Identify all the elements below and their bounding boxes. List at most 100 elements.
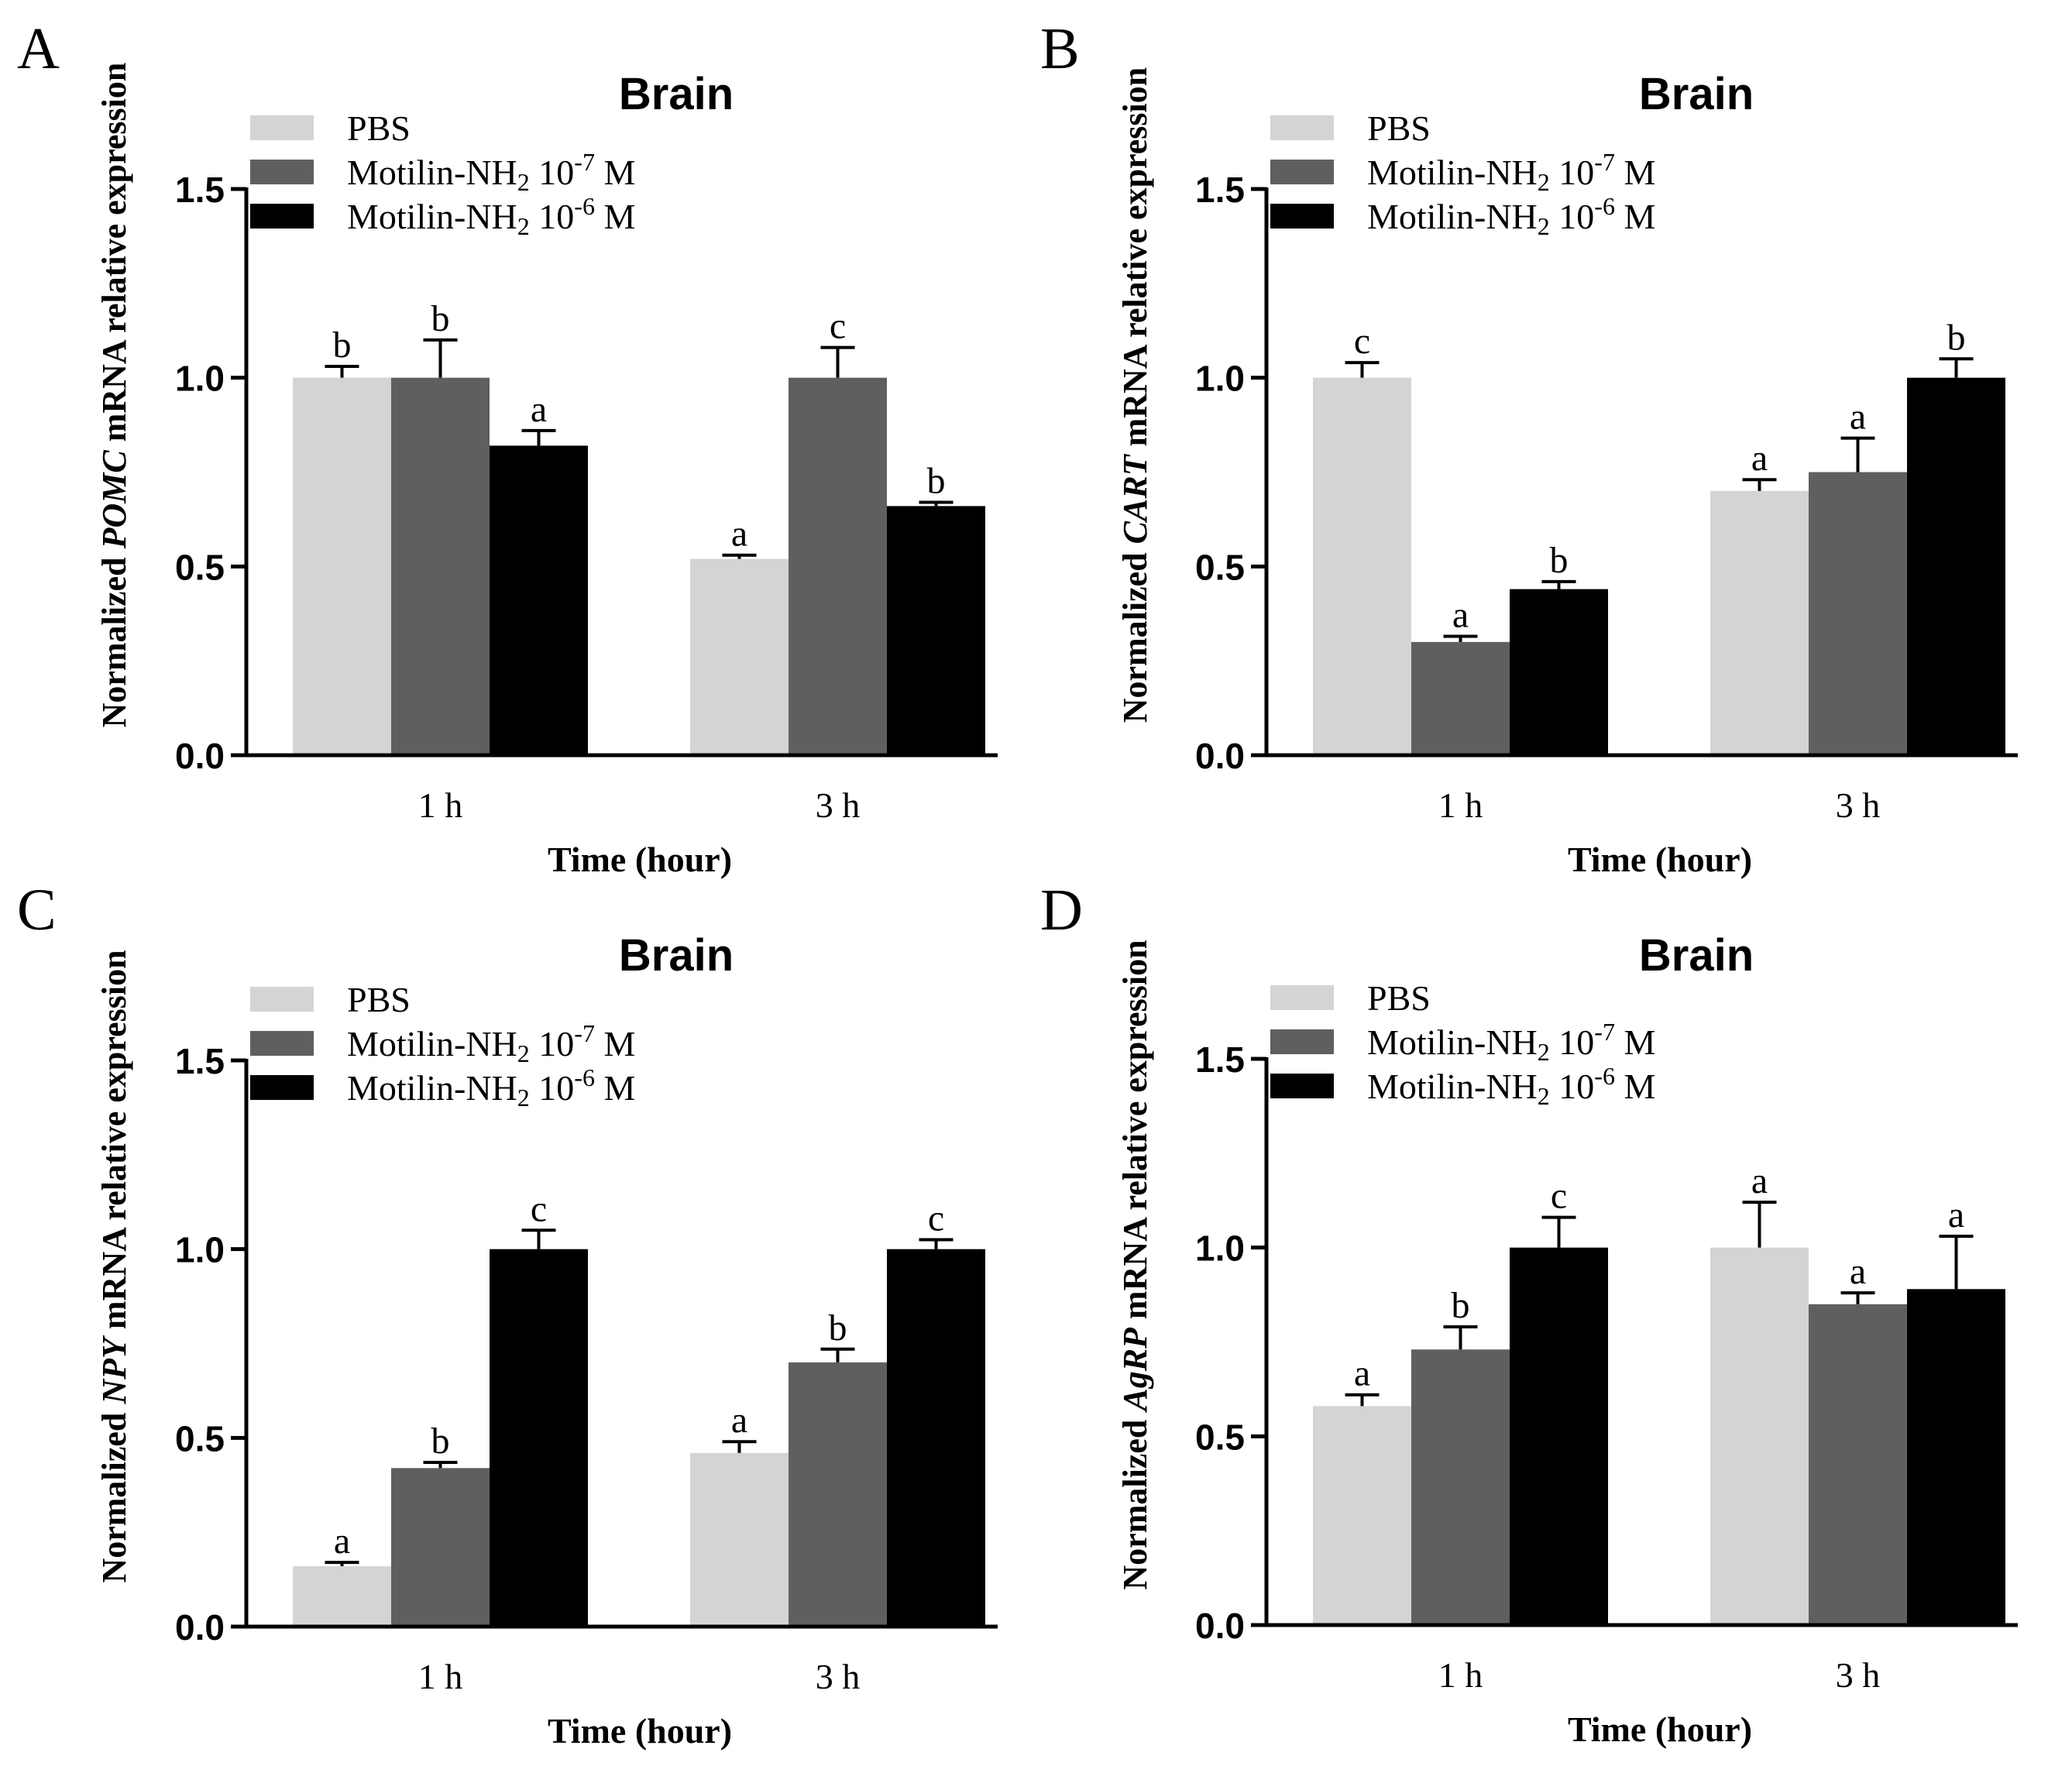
y-tick-label: 1.5 bbox=[175, 170, 225, 210]
significance-letter: c bbox=[531, 1188, 547, 1229]
legend-swatch bbox=[1270, 160, 1334, 184]
significance-letter: a bbox=[1850, 1251, 1866, 1292]
y-tick-label: 1.0 bbox=[1195, 1228, 1245, 1269]
legend-swatch bbox=[1270, 204, 1334, 228]
bar bbox=[490, 445, 588, 755]
significance-letter: a bbox=[1751, 1160, 1768, 1201]
y-axis-label: Normalized NPY mRNA relative expression bbox=[95, 950, 133, 1582]
x-axis-label: Time (hour) bbox=[1568, 1709, 1752, 1749]
chart-title: Brain bbox=[1639, 930, 1754, 981]
legend-label: PBS bbox=[347, 108, 411, 148]
legend-label: PBS bbox=[347, 980, 411, 1019]
y-tick-label: 1.0 bbox=[1195, 359, 1245, 399]
bar bbox=[789, 1362, 887, 1627]
legend-label: Motilin-NH2 10-7 M bbox=[347, 1019, 635, 1067]
legend-swatch bbox=[1270, 985, 1334, 1010]
legend-label: Motilin-NH2 10-7 M bbox=[1367, 148, 1655, 196]
bar bbox=[1313, 377, 1411, 755]
legend-swatch bbox=[250, 1031, 314, 1056]
y-axis-label: Normalized CART mRNA relative expression bbox=[1116, 67, 1154, 723]
chart-title: Brain bbox=[619, 69, 734, 119]
significance-letter: a bbox=[1452, 594, 1469, 635]
y-tick-label: 0.0 bbox=[175, 1607, 225, 1648]
bar bbox=[1710, 1247, 1809, 1625]
bar bbox=[887, 506, 985, 755]
x-tick-label: 1 h bbox=[1438, 1655, 1483, 1695]
chart-title: Brain bbox=[1639, 69, 1754, 119]
y-tick-label: 1.5 bbox=[1195, 170, 1245, 210]
significance-letter: a bbox=[1948, 1194, 1964, 1235]
x-axis-label: Time (hour) bbox=[548, 1711, 732, 1751]
legend-swatch bbox=[250, 204, 314, 228]
bar bbox=[690, 1452, 789, 1627]
legend-swatch bbox=[250, 115, 314, 140]
legend-label: Motilin-NH2 10-6 M bbox=[1367, 192, 1655, 240]
significance-letter: b bbox=[431, 298, 450, 339]
bar bbox=[1411, 641, 1510, 755]
significance-letter: c bbox=[1354, 321, 1370, 362]
legend-label: Motilin-NH2 10-6 M bbox=[347, 1063, 635, 1112]
legend-swatch bbox=[250, 160, 314, 184]
bar bbox=[391, 377, 490, 755]
x-tick-label: 3 h bbox=[1836, 785, 1881, 825]
y-tick-label: 0.5 bbox=[175, 1418, 225, 1459]
bar bbox=[391, 1468, 490, 1627]
x-tick-label: 1 h bbox=[418, 1657, 463, 1696]
bar bbox=[1313, 1406, 1411, 1625]
significance-letter: b bbox=[1947, 317, 1966, 358]
significance-letter: a bbox=[1354, 1353, 1370, 1394]
x-tick-label: 3 h bbox=[816, 1657, 861, 1696]
bar bbox=[1710, 490, 1809, 755]
x-axis-label: Time (hour) bbox=[1568, 840, 1752, 879]
y-tick-label: 1.0 bbox=[175, 1230, 225, 1270]
significance-letter: a bbox=[1751, 438, 1768, 479]
bar bbox=[1510, 589, 1608, 755]
legend-label: Motilin-NH2 10-6 M bbox=[347, 192, 635, 240]
legend-swatch bbox=[1270, 1074, 1334, 1098]
bar bbox=[1907, 377, 2005, 755]
legend-label: PBS bbox=[1367, 108, 1431, 148]
legend-label: PBS bbox=[1367, 978, 1431, 1018]
x-tick-label: 1 h bbox=[1438, 785, 1483, 825]
bar bbox=[293, 377, 391, 755]
y-tick-label: 0.0 bbox=[1195, 1606, 1245, 1646]
y-tick-label: 1.5 bbox=[1195, 1039, 1245, 1080]
y-tick-label: 0.5 bbox=[1195, 547, 1245, 587]
significance-letter: b bbox=[1452, 1285, 1470, 1326]
significance-letter: a bbox=[531, 389, 547, 430]
bar bbox=[789, 377, 887, 755]
bar bbox=[1809, 1304, 1907, 1625]
y-tick-label: 1.0 bbox=[175, 359, 225, 399]
x-tick-label: 3 h bbox=[1836, 1655, 1881, 1695]
significance-letter: c bbox=[928, 1197, 944, 1239]
bar bbox=[490, 1249, 588, 1627]
bar bbox=[690, 558, 789, 755]
y-tick-label: 0.5 bbox=[175, 547, 225, 587]
significance-letter: b bbox=[431, 1421, 450, 1462]
significance-letter: c bbox=[830, 306, 846, 347]
bar bbox=[887, 1249, 985, 1627]
y-tick-label: 1.5 bbox=[175, 1041, 225, 1081]
x-tick-label: 3 h bbox=[816, 785, 861, 825]
panel-letter: B bbox=[1040, 16, 1080, 81]
chart-title: Brain bbox=[619, 930, 734, 981]
y-tick-label: 0.5 bbox=[1195, 1417, 1245, 1457]
significance-letter: b bbox=[829, 1307, 847, 1349]
significance-letter: b bbox=[1550, 540, 1569, 581]
x-tick-label: 1 h bbox=[418, 785, 463, 825]
legend-label: Motilin-NH2 10-7 M bbox=[347, 148, 635, 196]
significance-letter: c bbox=[1551, 1176, 1567, 1217]
panel-letter: C bbox=[17, 878, 57, 943]
significance-letter: b bbox=[333, 325, 352, 366]
bar bbox=[1809, 472, 1907, 755]
y-axis-label: Normalized AgRP mRNA relative expression bbox=[1116, 940, 1154, 1589]
significance-letter: a bbox=[731, 1400, 747, 1441]
legend-label: Motilin-NH2 10-6 M bbox=[1367, 1062, 1655, 1110]
significance-letter: b bbox=[927, 460, 946, 501]
panel-letter: A bbox=[17, 16, 60, 81]
bar bbox=[293, 1566, 391, 1627]
x-axis-label: Time (hour) bbox=[548, 840, 732, 879]
